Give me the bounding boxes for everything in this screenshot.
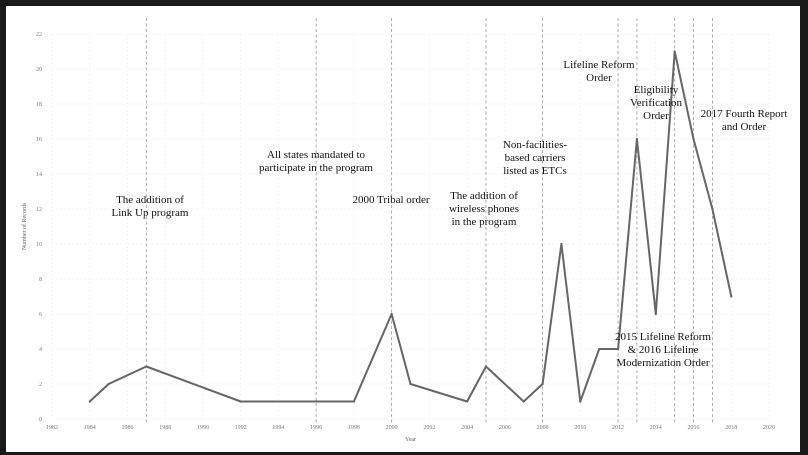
x-tick-label: 1990	[197, 425, 209, 431]
annotation-line: Eligibility	[634, 84, 679, 96]
x-tick-label: 2010	[574, 425, 586, 431]
annotation-line: Link Up program	[112, 207, 189, 219]
data-point	[107, 382, 110, 386]
chart-frame: 0 2 4 6 8 10 12 14 16 18 20 22 1982 1984 1986 1988 1990 1…	[6, 6, 800, 452]
y-tick-label: 0	[39, 417, 42, 423]
data-point	[88, 400, 91, 403]
event-annotation-2015: 2015 Lifeline Reform & 2016 Lifeline Moder…	[615, 331, 711, 369]
data-point	[560, 242, 563, 246]
x-tick-label: 1986	[121, 425, 133, 431]
data-point	[692, 137, 695, 141]
annotation-line: and Order	[722, 121, 767, 133]
x-tick-label: 2004	[461, 425, 473, 431]
event-annotation-2013: Eligibility Verification Order	[630, 84, 682, 122]
x-tick-label: 2018	[725, 425, 737, 431]
data-point	[673, 50, 676, 53]
annotation-line: in the program	[452, 216, 517, 228]
y-tick-label: 12	[36, 207, 42, 213]
annotation-line: Lifeline Reform	[563, 59, 635, 71]
data-point	[409, 382, 412, 386]
event-annotation-2008: Non-facilities-based carriers listed as E…	[503, 139, 567, 177]
data-point	[522, 400, 525, 403]
event-annotation-1996: All states mandated to participate in the…	[259, 149, 373, 174]
x-tick-label: 2014	[650, 425, 662, 431]
x-tick-label: 1982	[46, 425, 58, 431]
data-point	[635, 137, 639, 141]
y-tick-label: 6	[39, 312, 42, 318]
x-tick-label: 1996	[310, 425, 322, 431]
annotation-line: Modernization Order	[616, 357, 709, 369]
annotation-line: wireless phones	[449, 203, 519, 215]
x-tick-label: 2016	[688, 425, 700, 431]
axis-layer: 0 2 4 6 8 10 12 14 16 18 20 22 1982 1984 1986 1988 1990 1…	[36, 32, 775, 431]
event-annotation-2000: 2000 Tribal order	[353, 194, 430, 206]
y-tick-label: 8	[39, 277, 42, 283]
annotation-line: The addition of	[450, 190, 518, 202]
event-annotation-2005: The addition of wireless phones in the pro…	[449, 190, 519, 228]
annotation-line: 2015 Lifeline Reform	[615, 331, 711, 343]
event-lines-layer	[145, 18, 713, 423]
x-tick-label: 2002	[423, 425, 435, 431]
data-point	[541, 382, 544, 386]
y-tick-label: 14	[36, 172, 42, 178]
annotation-line: Order	[643, 110, 669, 122]
data-point	[352, 400, 355, 403]
x-tick-label: 1984	[84, 425, 96, 431]
event-annotation-2017: 2017 Fourth Report and Order	[701, 108, 788, 133]
data-point	[484, 365, 488, 368]
y-tick-label: 4	[39, 347, 42, 353]
x-tick-label: 2008	[537, 425, 549, 431]
data-point	[730, 295, 733, 298]
y-tick-label: 10	[36, 242, 42, 248]
annotation-line: Non-facilities-	[503, 139, 567, 151]
y-tick-label: 16	[36, 137, 42, 143]
y-tick-label: 22	[36, 32, 42, 38]
data-point	[579, 400, 582, 403]
event-annotation-2012: Lifeline Reform Order	[563, 59, 635, 84]
data-point	[711, 207, 714, 211]
annotation-line: All states mandated to	[267, 149, 366, 161]
x-tick-label: 1998	[348, 425, 360, 431]
y-tick-label: 18	[36, 102, 42, 108]
event-annotation-1987: The addition of Link Up program	[112, 194, 189, 219]
data-point	[654, 312, 657, 316]
x-tick-label: 2020	[763, 425, 775, 431]
y-tick-label: 20	[36, 67, 42, 73]
annotation-line: Verification	[630, 97, 682, 109]
x-tick-label: 1992	[235, 425, 247, 431]
x-tick-label: 2000	[386, 425, 398, 431]
y-axis-title: Number of Records	[21, 202, 28, 250]
annotation-line: participate in the program	[259, 162, 373, 174]
annotation-line: listed as ETCs	[503, 165, 567, 177]
line-chart: 0 2 4 6 8 10 12 14 16 18 20 22 1982 1984 1986 1988 1990 1…	[21, 18, 788, 443]
annotation-line: Order	[586, 72, 612, 84]
data-point	[616, 347, 620, 351]
data-point	[145, 365, 148, 368]
data-point	[390, 312, 393, 316]
x-tick-label: 1994	[272, 425, 284, 431]
x-tick-label: 2012	[612, 425, 624, 431]
y-tick-label: 2	[39, 382, 42, 388]
data-point	[466, 400, 469, 403]
data-point	[598, 347, 601, 351]
x-axis-title: Year	[405, 437, 416, 443]
series-layer	[88, 50, 733, 403]
annotation-line: based carriers	[505, 152, 566, 164]
annotation-line: 2017 Fourth Report	[701, 108, 788, 120]
x-tick-label: 1988	[159, 425, 171, 431]
annotation-line: 2000 Tribal order	[353, 194, 430, 206]
annotation-line: & 2016 Lifeline	[628, 344, 699, 356]
annotation-line: The addition of	[116, 194, 184, 206]
data-point	[239, 400, 242, 403]
x-tick-label: 2006	[499, 425, 511, 431]
